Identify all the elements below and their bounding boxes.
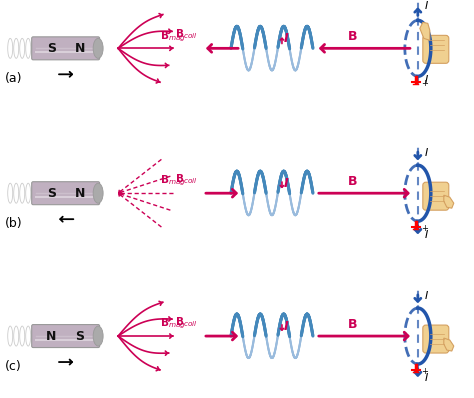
FancyBboxPatch shape	[423, 182, 449, 210]
Text: $\mathbf{B}_{mag}$: $\mathbf{B}_{mag}$	[160, 317, 186, 331]
Ellipse shape	[20, 326, 25, 346]
FancyBboxPatch shape	[32, 182, 100, 205]
Ellipse shape	[38, 183, 43, 203]
Text: N: N	[75, 187, 85, 200]
Text: I: I	[283, 32, 288, 45]
Text: $\mathbf{B}$: $\mathbf{B}$	[346, 175, 357, 188]
Ellipse shape	[32, 38, 36, 59]
Text: N: N	[75, 42, 85, 55]
Text: I: I	[425, 75, 428, 85]
Text: $\mathbf{B}_{mag}$: $\mathbf{B}_{mag}$	[160, 29, 186, 43]
Text: I: I	[425, 230, 428, 240]
Ellipse shape	[20, 38, 25, 59]
Text: +: +	[421, 224, 428, 233]
Text: I: I	[425, 291, 428, 301]
Ellipse shape	[26, 326, 31, 346]
Ellipse shape	[14, 183, 18, 203]
Ellipse shape	[93, 38, 103, 59]
Ellipse shape	[20, 183, 25, 203]
Text: $\mathbf{B}$: $\mathbf{B}$	[346, 318, 357, 331]
Text: I: I	[283, 320, 288, 333]
Ellipse shape	[14, 326, 18, 346]
Polygon shape	[444, 195, 454, 208]
Text: S: S	[47, 187, 56, 200]
FancyBboxPatch shape	[423, 325, 449, 353]
Ellipse shape	[8, 183, 13, 203]
Text: S: S	[47, 42, 56, 55]
Ellipse shape	[93, 183, 103, 203]
Text: I: I	[425, 148, 428, 158]
Ellipse shape	[38, 38, 43, 59]
Text: $\mathbf{B}$: $\mathbf{B}$	[346, 30, 357, 43]
Ellipse shape	[32, 183, 36, 203]
Text: S: S	[75, 330, 84, 343]
Text: +: +	[421, 79, 428, 88]
Text: N: N	[46, 330, 56, 343]
Ellipse shape	[32, 326, 36, 346]
Text: $\mathbf{B}_{mag}$: $\mathbf{B}_{mag}$	[160, 174, 186, 188]
Ellipse shape	[93, 326, 103, 346]
Text: $\mathbf{B}_{coil}$: $\mathbf{B}_{coil}$	[174, 27, 197, 41]
Text: I: I	[425, 1, 428, 12]
Polygon shape	[420, 22, 430, 40]
Text: (a): (a)	[5, 72, 23, 85]
Ellipse shape	[14, 38, 18, 59]
FancyBboxPatch shape	[32, 37, 100, 60]
Text: (b): (b)	[5, 217, 23, 230]
Ellipse shape	[8, 38, 13, 59]
Text: I: I	[283, 177, 288, 190]
FancyBboxPatch shape	[423, 35, 449, 63]
Polygon shape	[444, 338, 454, 351]
Text: $\mathbf{B}_{coil}$: $\mathbf{B}_{coil}$	[174, 172, 197, 186]
Text: $\mathbf{B}_{coil}$: $\mathbf{B}_{coil}$	[174, 315, 197, 329]
Ellipse shape	[8, 326, 13, 346]
Ellipse shape	[38, 326, 43, 346]
Text: I: I	[425, 373, 428, 383]
Text: +: +	[421, 367, 428, 376]
Text: (c): (c)	[5, 359, 22, 373]
FancyBboxPatch shape	[32, 325, 100, 347]
Ellipse shape	[26, 183, 31, 203]
Ellipse shape	[26, 38, 31, 59]
